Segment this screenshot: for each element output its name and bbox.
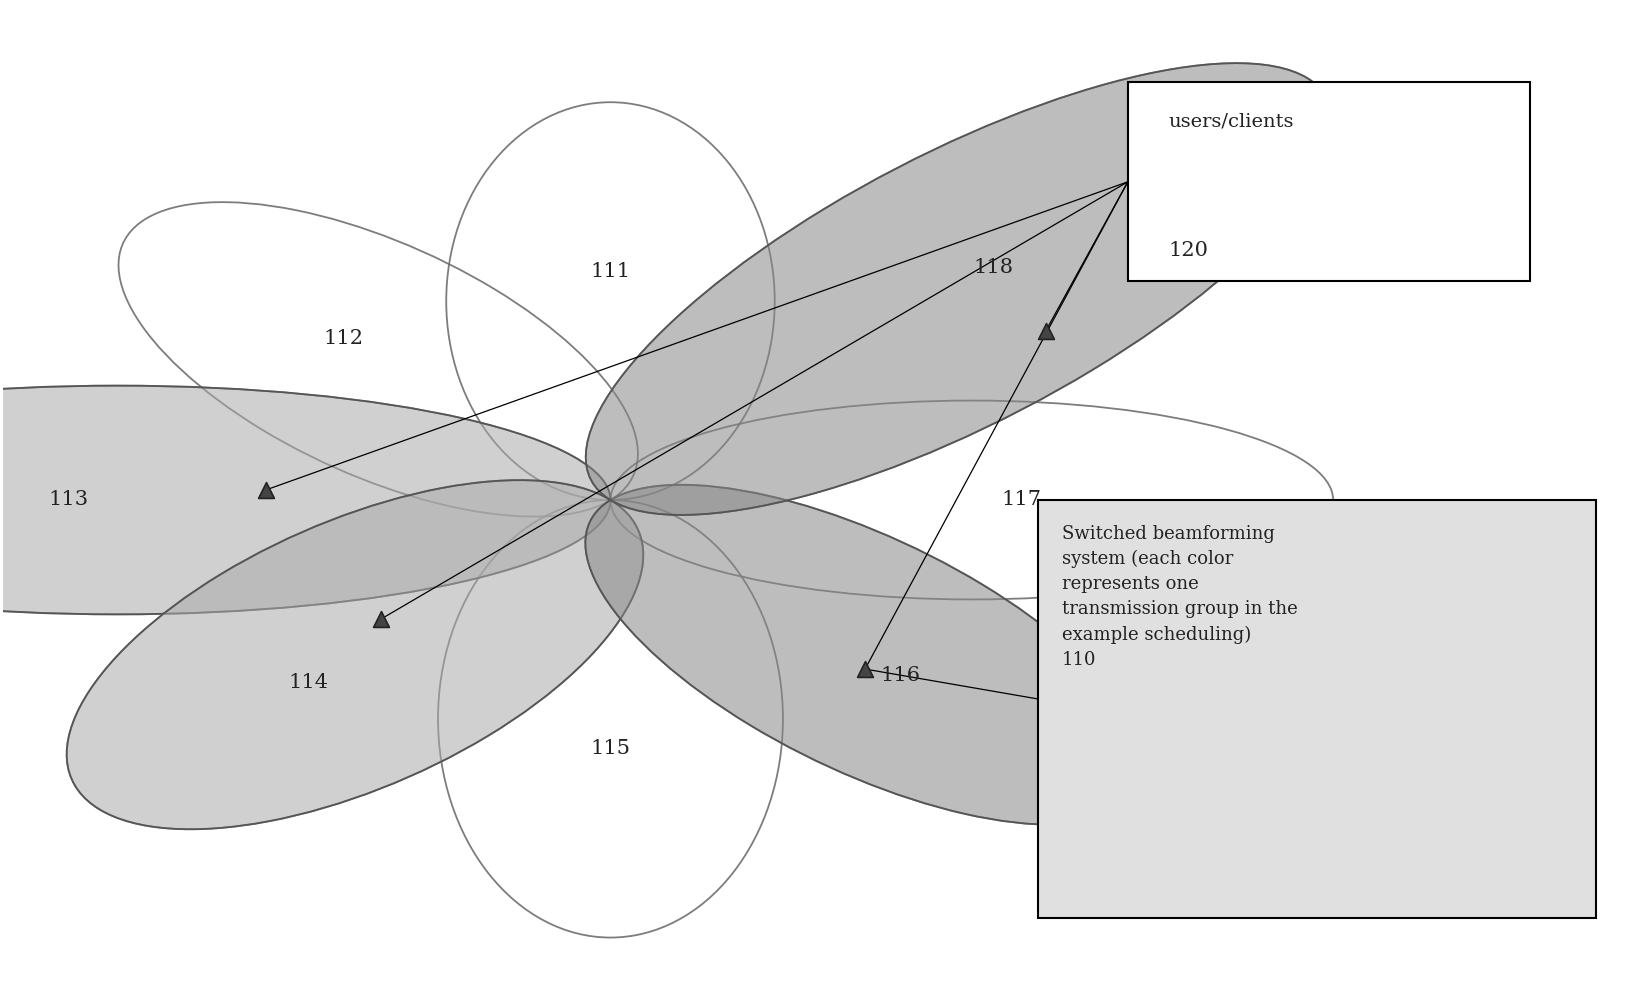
Text: 120: 120	[1168, 241, 1210, 260]
Point	[252, 482, 279, 498]
Text: users/clients: users/clients	[1168, 112, 1294, 130]
Point	[852, 661, 878, 677]
Text: 114: 114	[288, 673, 328, 692]
Text: 115: 115	[590, 739, 631, 758]
Text: 112: 112	[323, 329, 363, 348]
Text: 111: 111	[590, 262, 631, 281]
Ellipse shape	[66, 480, 643, 829]
Ellipse shape	[0, 386, 610, 614]
Point	[1033, 323, 1060, 339]
Ellipse shape	[585, 485, 1147, 825]
Point	[368, 611, 394, 627]
Bar	[1127, 82, 1531, 281]
Ellipse shape	[585, 63, 1332, 515]
Text: 116: 116	[880, 666, 921, 685]
Text: 113: 113	[48, 490, 89, 509]
Bar	[1038, 500, 1595, 918]
Text: Switched beamforming
system (each color
represents one
transmission group in the: Switched beamforming system (each color …	[1063, 525, 1299, 669]
Text: 118: 118	[974, 258, 1014, 277]
Text: 117: 117	[1000, 490, 1042, 509]
